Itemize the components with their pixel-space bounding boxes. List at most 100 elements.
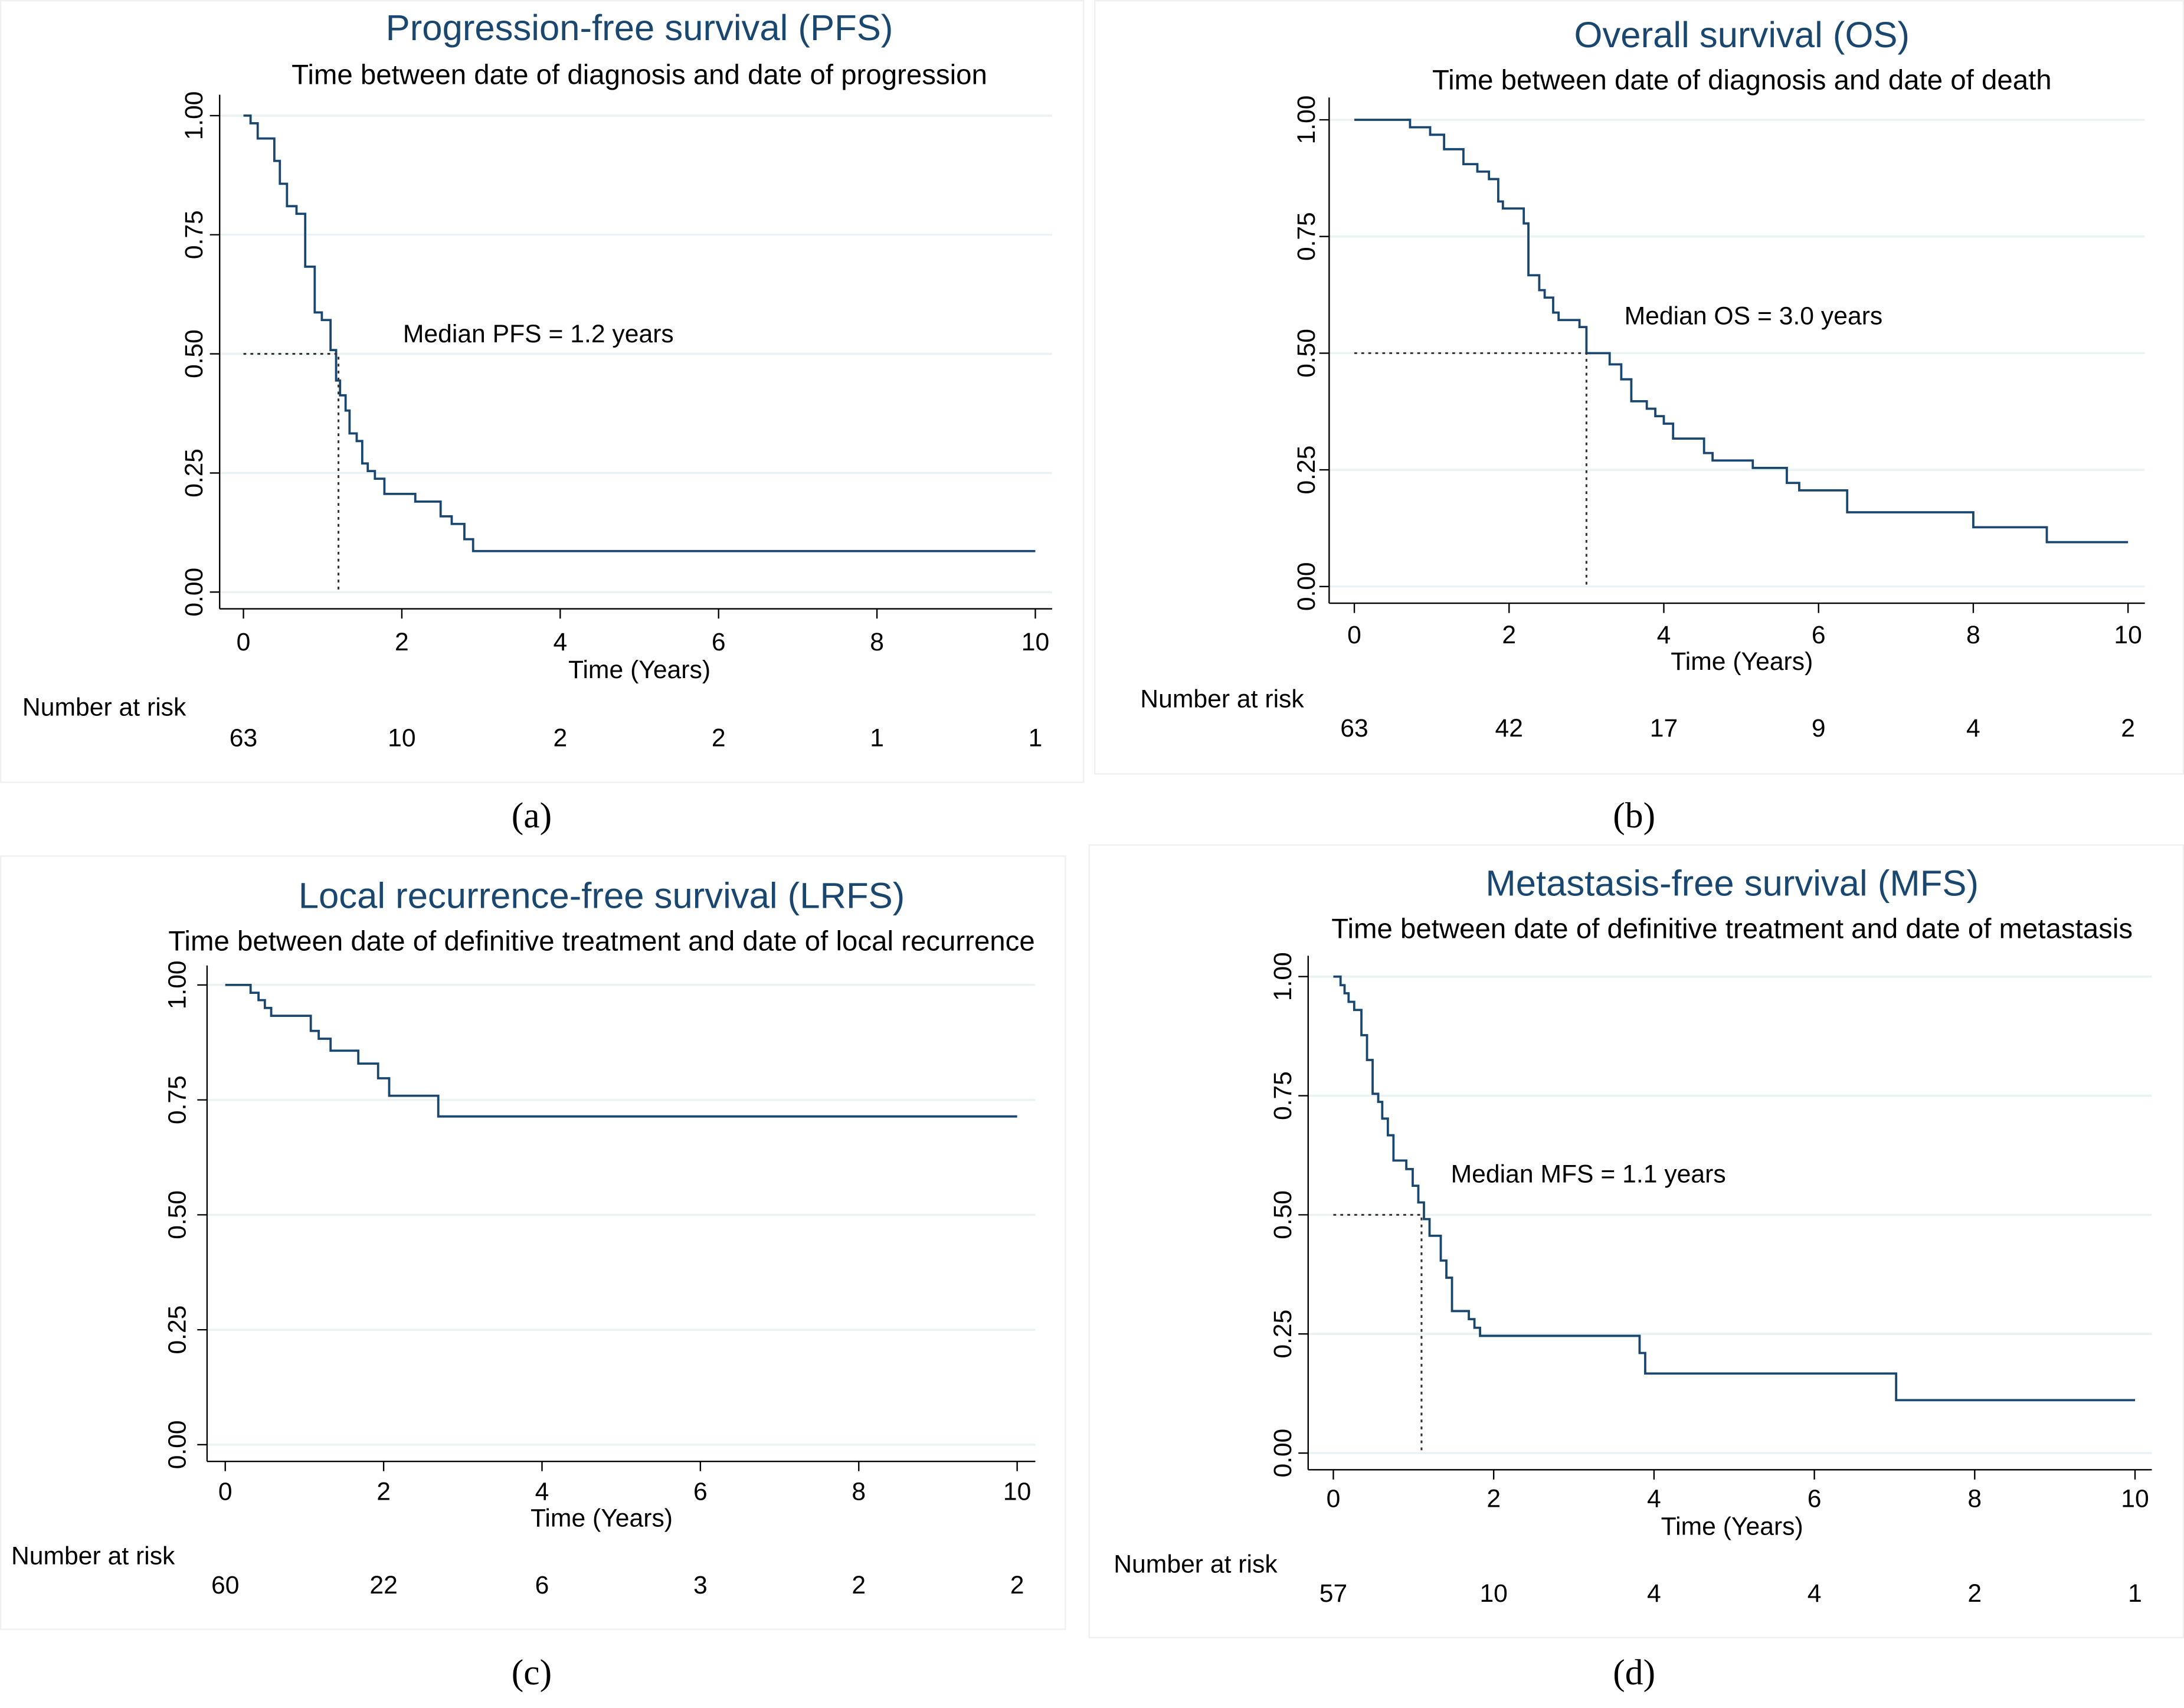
panel-label: (d) [1613,1653,1655,1693]
y-tick-label: 0.75 [1292,212,1321,261]
risk-count: 2 [553,724,567,752]
risk-count: 1 [2128,1579,2142,1608]
y-tick-label: 1.00 [180,91,208,140]
y-tick-label: 0.50 [1292,329,1321,378]
chart-subtitle: Time between date of diagnosis and date … [1432,65,2052,96]
risk-count: 3 [693,1571,708,1599]
x-tick-label: 4 [1657,621,1671,649]
survival-curve [1354,119,2129,544]
survival-curve [1333,975,2136,1402]
x-tick-label: 6 [712,628,726,656]
risk-count: 2 [712,724,726,752]
x-tick-label: 0 [1347,621,1361,649]
median-line [1354,352,1587,587]
survival-curve [243,114,1036,552]
x-tick-label: 10 [1021,628,1049,656]
x-tick-label: 8 [1967,1485,1982,1513]
risk-count: 2 [852,1571,866,1599]
risk-count: 2 [1967,1579,1982,1608]
x-tick-label: 2 [376,1478,391,1506]
x-tick-label: 10 [1003,1478,1031,1506]
risk-label: Number at risk [11,1542,175,1570]
y-tick-label: 0.00 [1269,1429,1297,1478]
x-tick-label: 4 [535,1478,549,1506]
x-tick-label: 10 [2114,621,2142,649]
y-tick-label: 0.00 [180,568,208,617]
risk-count: 6 [535,1571,549,1599]
risk-count: 10 [388,724,415,752]
y-tick-label: 0.50 [1269,1190,1297,1239]
survival-curve [225,984,1017,1118]
y-tick-label: 0.00 [163,1421,192,1470]
y-tick-label: 1.00 [163,961,192,1010]
y-tick-label: 0.25 [163,1305,192,1354]
y-tick-label: 1.00 [1292,96,1321,145]
chart-subtitle: Time between date of diagnosis and date … [292,59,987,90]
x-tick-label: 2 [1502,621,1516,649]
chart-subtitle: Time between date of definitive treatmen… [1331,913,2133,944]
chart-title: Local recurrence-free survival (LRFS) [299,876,905,917]
y-tick-label: 0.25 [1292,446,1321,495]
median-annotation: Median MFS = 1.1 years [1451,1160,1726,1189]
risk-count: 4 [1966,714,1980,742]
risk-count: 57 [1319,1579,1347,1608]
panel-frame [1094,0,2184,775]
risk-count: 42 [1495,714,1523,742]
median-annotation: Median OS = 3.0 years [1625,302,1883,331]
x-axis-label: Time (Years) [568,656,710,684]
y-tick-label: 0.75 [1269,1071,1297,1120]
x-tick-label: 8 [852,1478,866,1506]
x-tick-label: 8 [1966,621,1980,649]
x-axis-label: Time (Years) [531,1504,673,1533]
median-line [243,353,340,593]
risk-label: Number at risk [1114,1550,1278,1579]
risk-count: 22 [369,1571,397,1599]
risk-count: 4 [1647,1579,1661,1608]
y-tick-label: 0.25 [1269,1310,1297,1359]
x-tick-label: 0 [1327,1485,1341,1513]
x-tick-label: 4 [553,628,567,656]
y-tick-label: 0.00 [1292,562,1321,611]
x-tick-label: 6 [1808,1485,1822,1513]
x-tick-label: 10 [2121,1485,2149,1513]
chart-title: Metastasis-free survival (MFS) [1485,863,1979,904]
y-tick-label: 0.25 [180,449,208,498]
y-tick-label: 0.50 [180,329,208,378]
median-annotation: Median PFS = 1.2 years [403,320,674,348]
panel-label: (c) [512,1653,552,1693]
risk-count: 17 [1650,714,1678,742]
y-tick-label: 1.00 [1269,952,1297,1001]
risk-count: 4 [1808,1579,1822,1608]
panel-frame [1088,844,2184,1638]
risk-count: 63 [1340,714,1368,742]
chart-title: Overall survival (OS) [1574,15,1910,55]
chart-subtitle: Time between date of definitive treatmen… [168,926,1034,957]
risk-count: 1 [870,724,884,752]
y-tick-label: 0.50 [163,1190,192,1239]
panel-label: (a) [512,796,552,836]
risk-count: 60 [211,1571,239,1599]
x-tick-label: 4 [1647,1485,1661,1513]
panel-frame [0,0,1085,783]
x-tick-label: 2 [395,628,409,656]
x-tick-label: 6 [693,1478,708,1506]
x-tick-label: 0 [237,628,251,656]
median-line [1333,1213,1423,1454]
x-axis-label: Time (Years) [1661,1513,1803,1541]
x-tick-label: 6 [1812,621,1826,649]
risk-count: 63 [230,724,257,752]
panel-label: (b) [1613,796,1655,836]
x-tick-label: 8 [870,628,884,656]
risk-count: 1 [1029,724,1043,752]
x-tick-label: 0 [218,1478,233,1506]
risk-count: 10 [1479,1579,1507,1608]
y-tick-label: 0.75 [180,210,208,259]
risk-label: Number at risk [22,693,186,722]
risk-count: 9 [1812,714,1826,742]
chart-title: Progression-free survival (PFS) [386,8,893,48]
risk-count: 2 [2121,714,2135,742]
x-tick-label: 2 [1486,1485,1501,1513]
y-tick-label: 0.75 [163,1075,192,1124]
